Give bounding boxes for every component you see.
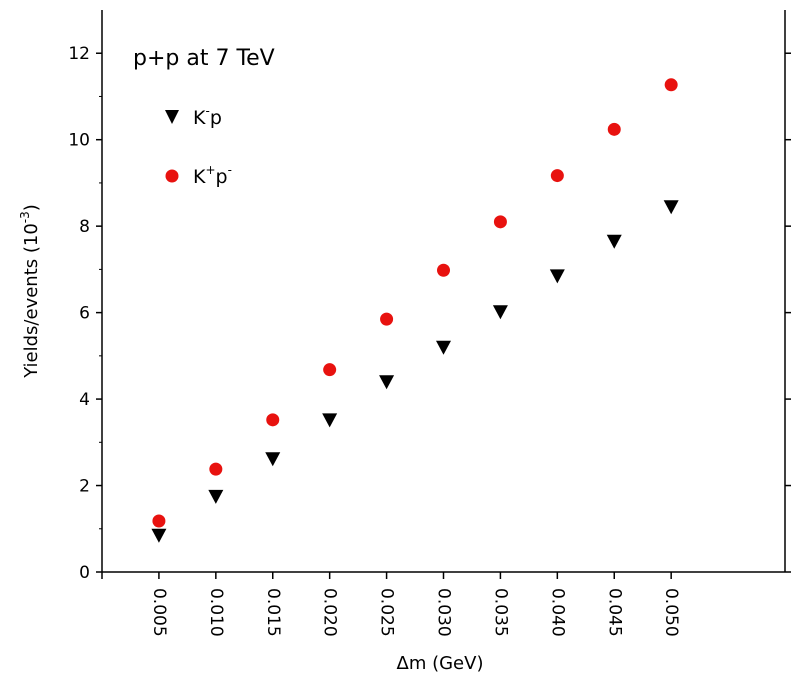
data-point-circle <box>380 313 393 326</box>
x-tick-label: 0.025 <box>377 588 397 637</box>
x-tick-label: 0.015 <box>263 588 283 637</box>
data-point-triangle <box>493 305 508 319</box>
data-point-circle <box>152 514 165 527</box>
legend-marker-circle <box>166 170 179 183</box>
y-tick-label: 12 <box>68 44 90 64</box>
x-axis-title: Δm (GeV) <box>397 653 484 674</box>
x-tick-label: 0.035 <box>490 588 510 637</box>
y-tick-label: 2 <box>79 477 90 497</box>
y-tick-label: 6 <box>79 304 90 324</box>
x-tick-label: 0.010 <box>206 588 226 637</box>
x-tick-label: 0.050 <box>661 588 681 637</box>
data-point-circle <box>494 215 507 228</box>
data-point-triangle <box>322 413 337 427</box>
data-point-triangle <box>151 529 166 543</box>
legend-marker-triangle <box>165 110 179 124</box>
annotation-label: p+p at 7 TeV <box>133 46 275 71</box>
data-point-triangle <box>379 375 394 389</box>
x-tick-label: 0.040 <box>547 588 567 637</box>
data-marks <box>151 78 678 542</box>
x-tick-label: 0.020 <box>320 588 340 637</box>
x-tick-label: 0.030 <box>434 588 454 637</box>
x-tick-label: 0.005 <box>149 588 169 637</box>
x-tick-label: 0.045 <box>604 588 624 637</box>
legend: K-p K+p- <box>165 104 232 188</box>
y-axis-title: Yields/events (10-3) <box>18 204 42 379</box>
y-tick-label: 10 <box>68 131 90 151</box>
data-point-triangle <box>550 269 565 283</box>
data-point-circle <box>551 169 564 182</box>
y-tick-label: 0 <box>79 563 90 583</box>
legend-label-kplus-pminus: K+p- <box>193 163 232 188</box>
data-point-triangle <box>208 490 223 504</box>
data-point-circle <box>209 463 222 476</box>
data-point-triangle <box>436 341 451 355</box>
x-axis-ticks: 0.005 0.010 0.015 0.020 0.025 0.030 0.035 0.040… <box>102 572 681 637</box>
y-axis-ticks: 0 2 4 6 8 10 12 <box>68 44 791 583</box>
data-point-triangle <box>265 452 280 466</box>
legend-label-kminus-p: K-p <box>193 104 222 129</box>
data-point-triangle <box>607 235 622 249</box>
data-point-circle <box>608 123 621 136</box>
data-point-circle <box>437 264 450 277</box>
data-point-circle <box>323 363 336 376</box>
data-point-triangle <box>664 200 679 214</box>
y-tick-label: 4 <box>79 390 90 410</box>
y-tick-label: 8 <box>79 217 90 237</box>
data-point-circle <box>266 413 279 426</box>
data-point-circle <box>665 78 678 91</box>
